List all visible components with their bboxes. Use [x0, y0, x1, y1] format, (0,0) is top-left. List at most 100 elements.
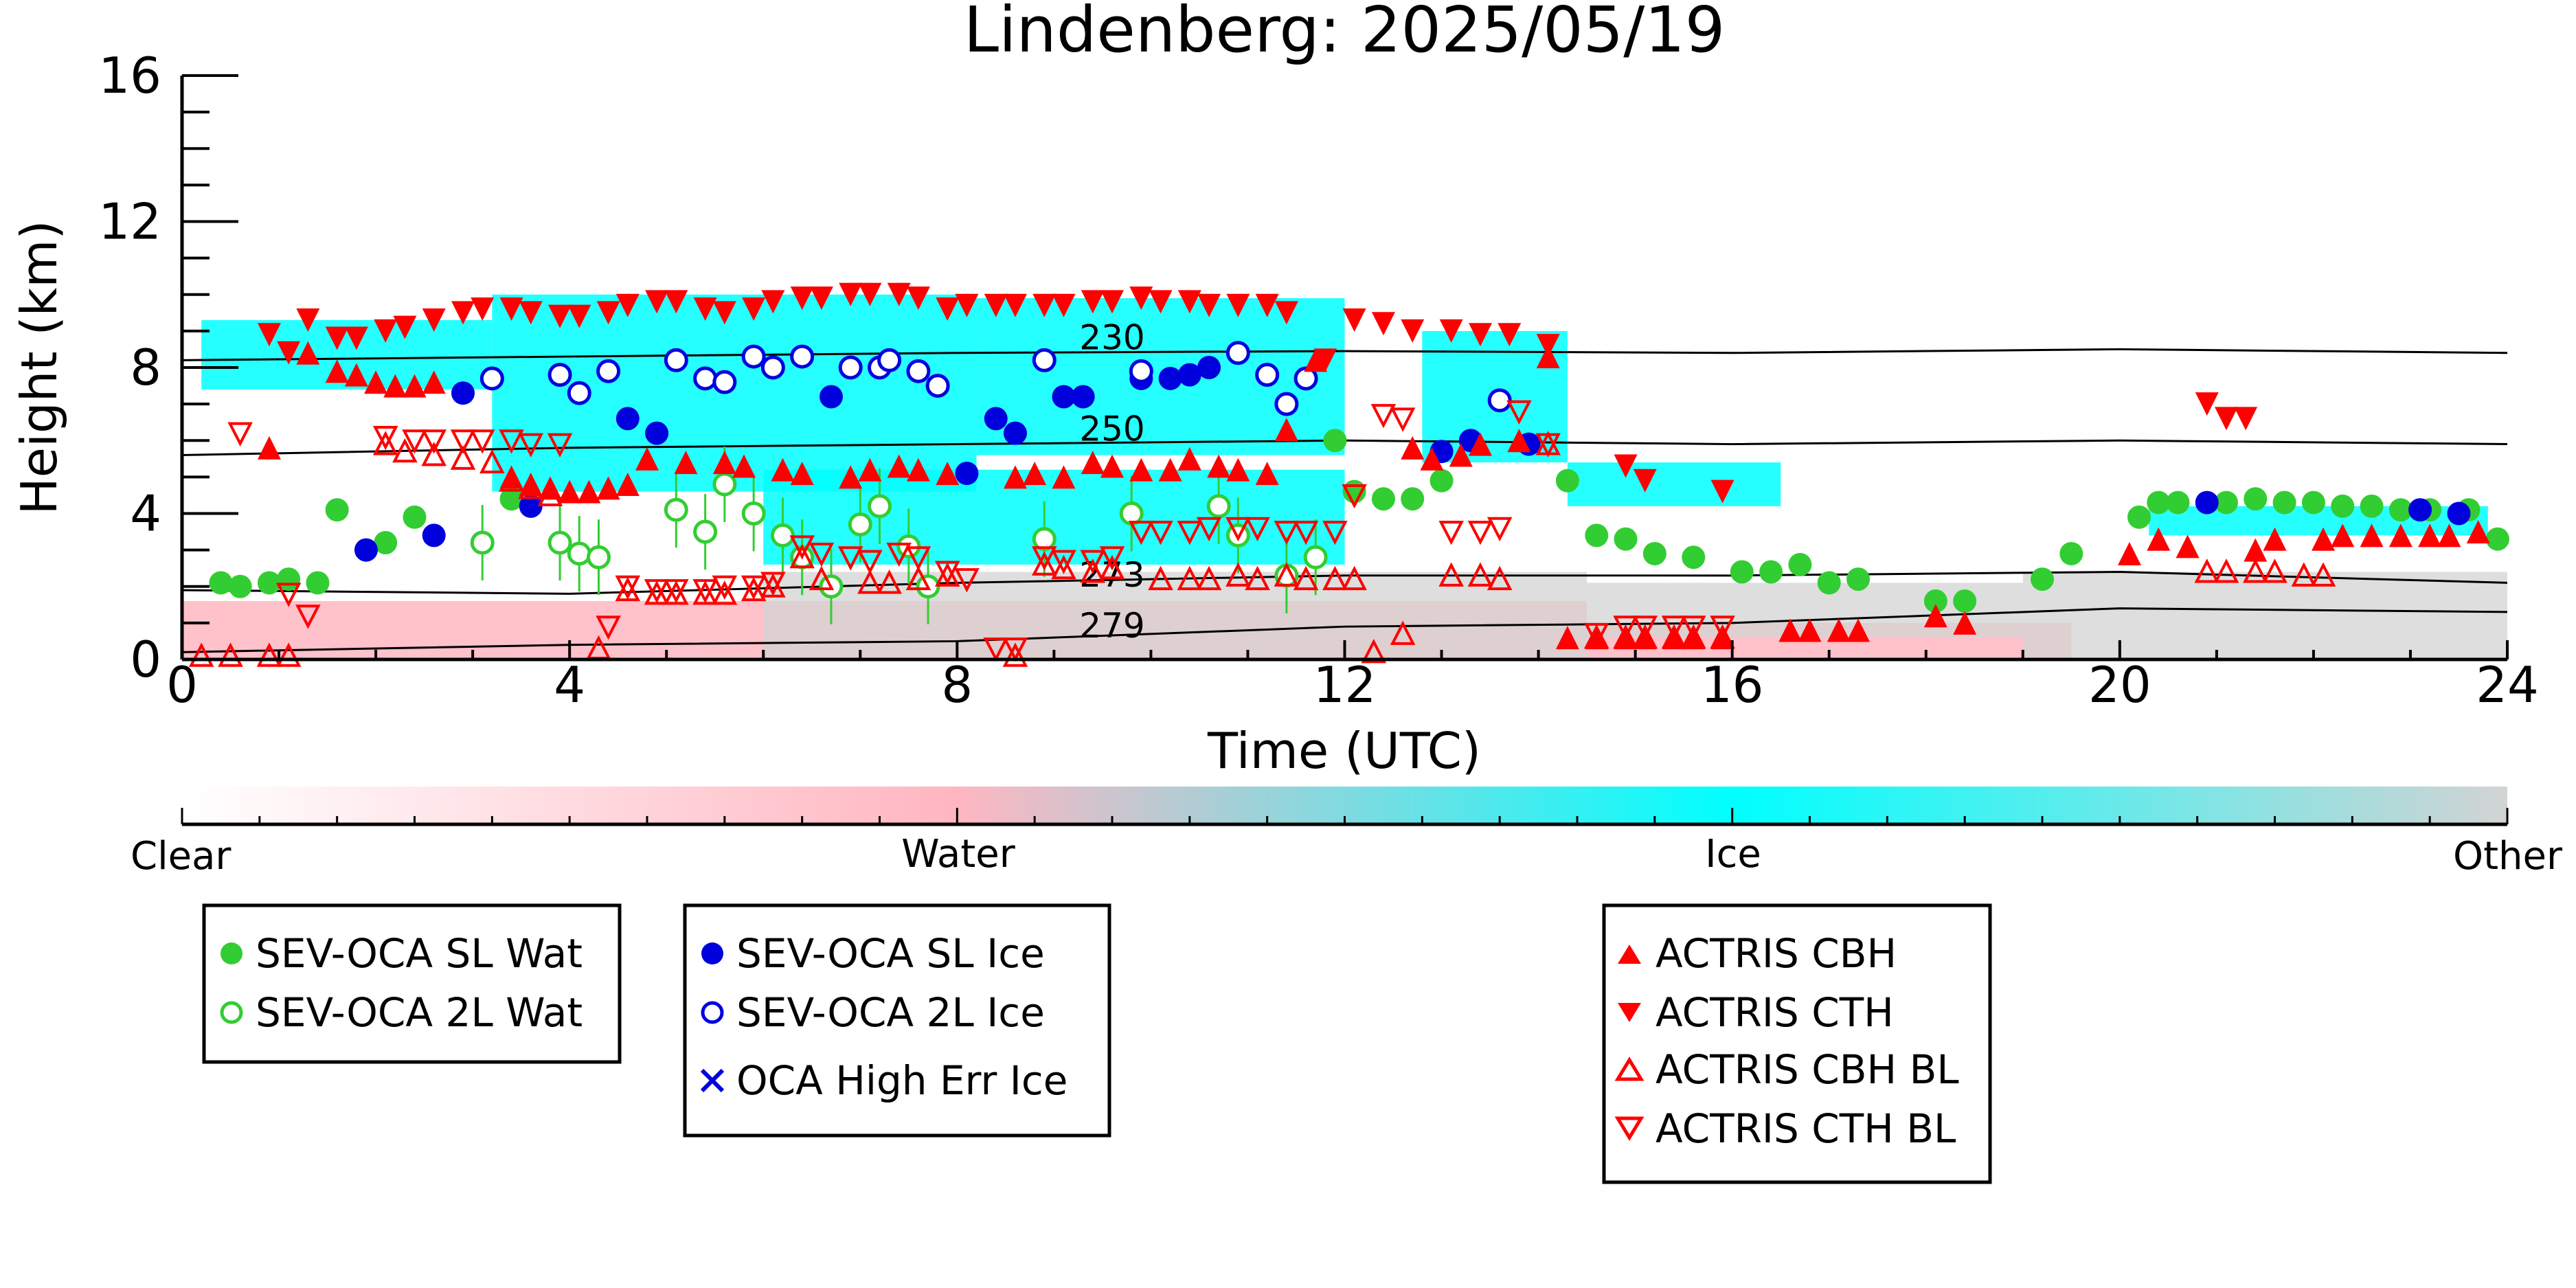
- point-sev-oca-sl-wat: [2331, 494, 2355, 518]
- point-actris-cbh: [1129, 457, 1153, 482]
- point-actris-cbh-bl: [537, 482, 563, 506]
- point-actris-cth-bl: [905, 546, 931, 571]
- colorbar-ticks: [181, 808, 2509, 824]
- point-actris-cth: [1149, 290, 1173, 314]
- point-actris-cbh-bl: [1710, 624, 1735, 649]
- point-sev-oca-2l-wat: [1225, 523, 1250, 547]
- point-sev-oca-sl-wat: [1323, 429, 1347, 453]
- point-actris-cbh: [1207, 454, 1231, 478]
- point-actris-cth: [712, 301, 736, 325]
- legend-water-box: [202, 903, 622, 1064]
- point-actris-cth-bl: [712, 575, 738, 600]
- point-actris-cbh-bl: [1031, 551, 1057, 576]
- point-actris-cth: [567, 304, 591, 328]
- point-actris-cbh-bl: [1438, 562, 1464, 587]
- point-sev-oca-sl-wat: [2485, 527, 2509, 551]
- point-actris-cbh-bl: [1148, 565, 1173, 591]
- legend-actris: ACTRIS CBH ACTRIS CTH ACTRIS CBH BL ACTR…: [1602, 903, 1992, 1184]
- point-actris-cbh: [1798, 618, 1822, 642]
- point-actris-cbh: [2437, 523, 2461, 547]
- point-actris-cbh-bl: [275, 642, 302, 667]
- point-actris-cth-bl: [1661, 615, 1687, 640]
- legend-marker-sl-ice: [701, 942, 723, 964]
- legend-ice-box: [683, 903, 1111, 1138]
- point-actris-cth-bl: [857, 550, 883, 574]
- class-band-ice: [492, 294, 977, 492]
- point-actris-cbh: [1052, 465, 1076, 489]
- point-actris-cbh: [790, 462, 814, 486]
- point-actris-cth-bl: [1680, 615, 1706, 640]
- x-tick-label: 24: [2476, 656, 2539, 714]
- point-actris-cbh: [558, 479, 582, 504]
- y-axis-label: Height (km): [10, 221, 68, 515]
- point-sev-oca-2l-ice: [741, 344, 766, 369]
- point-actris-cth: [645, 290, 669, 314]
- point-sev-oca-sl-ice: [2408, 498, 2432, 522]
- point-actris-cbh-bl: [1487, 565, 1513, 591]
- point-actris-cth: [1226, 293, 1250, 317]
- point-actris-cbh-bl: [1225, 562, 1251, 587]
- contour-line-230: [182, 348, 2507, 361]
- point-actris-cbh: [839, 465, 863, 489]
- point-actris-cth-bl: [1632, 615, 1658, 640]
- point-actris-cth: [519, 301, 543, 325]
- point-actris-cth-bl: [596, 615, 621, 640]
- point-actris-cth: [1536, 334, 1560, 358]
- point-actris-cth: [2195, 392, 2219, 416]
- point-actris-cth: [393, 315, 417, 339]
- point-actris-cth: [1614, 454, 1638, 478]
- legend-label-cbh: ACTRIS CBH: [1656, 930, 1897, 977]
- point-actris-cbh: [364, 370, 388, 394]
- point-actris-cbh: [1401, 436, 1425, 460]
- point-actris-cbh: [1507, 429, 1531, 453]
- colorbar-label-water: Water: [901, 832, 1016, 877]
- x-tick-label: 8: [941, 656, 973, 714]
- point-actris-cbh: [1158, 457, 1182, 482]
- point-actris-cth: [839, 282, 863, 306]
- point-actris-cbh-bl: [1613, 624, 1638, 649]
- point-sev-oca-sl-wat: [1555, 468, 1579, 493]
- legend-label-cth: ACTRIS CTH: [1656, 989, 1894, 1036]
- point-actris-cth: [887, 282, 911, 306]
- point-sev-oca-2l-wat: [1303, 545, 1328, 569]
- point-actris-cbh: [712, 451, 736, 475]
- point-actris-cth-bl: [1390, 407, 1416, 432]
- point-sev-oca-2l-wat: [586, 545, 611, 569]
- point-actris-cbh-bl: [1322, 565, 1348, 591]
- point-sev-oca-sl-wat: [1953, 589, 1977, 613]
- plot-markers: [188, 282, 2509, 667]
- point-sev-oca-sl-wat: [2244, 487, 2268, 511]
- point-sev-oca-sl-wat: [1817, 571, 1841, 595]
- point-actris-cth-bl: [1438, 521, 1464, 545]
- point-actris-cbh-bl: [372, 431, 398, 455]
- point-actris-cth-bl: [402, 429, 427, 454]
- point-actris-cth-bl: [1225, 517, 1251, 542]
- point-actris-cth-bl: [1535, 433, 1561, 457]
- point-actris-cth-bl: [1583, 622, 1609, 648]
- point-sev-oca-sl-wat: [2031, 567, 2054, 591]
- point-actris-cbh-bl: [2243, 558, 2268, 583]
- point-actris-cbh: [1827, 618, 1851, 642]
- point-actris-cbh: [257, 436, 281, 460]
- point-actris-cth-bl: [644, 579, 670, 604]
- point-sev-oca-sl-wat: [1923, 589, 1947, 613]
- point-sev-oca-2l-wat: [664, 497, 688, 522]
- temperature-contours: 230 250 273 279: [182, 317, 2507, 653]
- point-actris-cth: [596, 301, 620, 325]
- point-sev-oca-2l-ice: [1274, 392, 1299, 416]
- point-actris-cbh-bl: [905, 565, 931, 591]
- point-actris-cbh: [577, 479, 601, 504]
- point-actris-cbh-bl: [789, 543, 815, 569]
- point-sev-oca-2l-wat: [712, 472, 737, 497]
- point-actris-cth: [344, 326, 368, 350]
- point-actris-cbh: [1255, 462, 1279, 486]
- point-actris-cth: [1371, 312, 1395, 336]
- point-sev-oca-2l-wat: [470, 530, 495, 555]
- point-sev-oca-sl-wat: [1614, 527, 1638, 551]
- point-actris-cth-bl: [450, 429, 476, 454]
- point-actris-cbh: [1585, 626, 1609, 650]
- point-actris-cth-bl: [469, 429, 495, 454]
- point-sev-oca-sl-wat: [2127, 505, 2151, 529]
- point-actris-cbh: [2331, 523, 2355, 547]
